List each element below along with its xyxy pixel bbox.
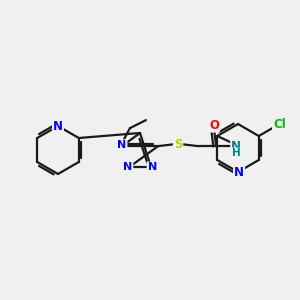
Text: Cl: Cl: [273, 118, 286, 131]
Text: N: N: [117, 140, 127, 150]
Text: N: N: [53, 119, 63, 133]
Text: O: O: [209, 118, 219, 132]
Text: N: N: [231, 140, 241, 153]
Text: N: N: [148, 162, 157, 172]
Text: N: N: [234, 166, 244, 178]
Text: S: S: [174, 138, 182, 151]
Text: N: N: [123, 162, 133, 172]
Text: H: H: [232, 148, 240, 158]
